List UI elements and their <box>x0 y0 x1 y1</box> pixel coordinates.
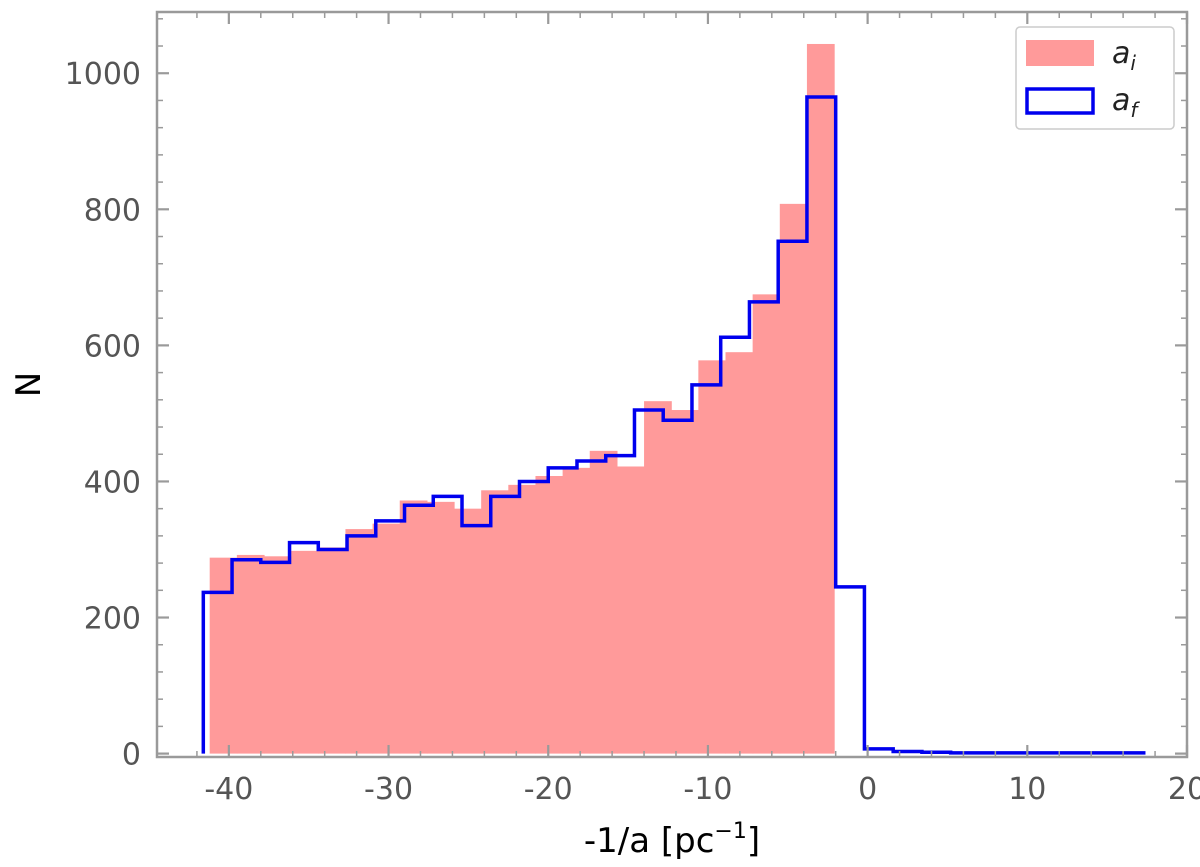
ai-bar-9 <box>454 508 482 754</box>
ai-bar-17 <box>671 410 699 754</box>
y-tick-label: 200 <box>84 602 141 637</box>
legend: ai af <box>1015 26 1175 130</box>
ai-histogram-bars <box>209 43 835 754</box>
axis-ticks <box>157 12 1189 757</box>
ai-bar-16 <box>644 401 672 754</box>
ai-bar-1 <box>236 554 265 754</box>
x-tick-label: 20 <box>1168 772 1200 807</box>
x-axis-label-close: ] <box>747 821 760 861</box>
ai-bar-14 <box>589 450 618 754</box>
ai-bar-3 <box>291 550 319 754</box>
ai-bar-11 <box>508 484 537 754</box>
ai-bar-15 <box>616 466 645 754</box>
af-step-line <box>201 95 1146 755</box>
legend-label-af: af <box>1112 83 1140 122</box>
legend-swatch-af <box>1025 87 1095 115</box>
y-tick-label: 600 <box>84 329 141 364</box>
x-tick-label: -20 <box>524 772 573 807</box>
y-tick-label: 0 <box>122 738 141 773</box>
ai-bar-18 <box>698 360 727 754</box>
y-tick-label: 800 <box>84 193 141 228</box>
ai-bar-7 <box>399 500 428 754</box>
ai-bar-19 <box>725 352 754 754</box>
x-tick-label: -10 <box>683 772 732 807</box>
y-tick-label: 400 <box>84 465 141 500</box>
legend-label-ai-base: a <box>1112 36 1130 71</box>
x-axis-label: -1/a [pc−1] <box>584 819 760 861</box>
x-tick-labels: -40 -30 -20 -10 0 10 20 <box>204 772 1200 807</box>
y-tick-labels: 0 200 400 600 800 1000 <box>65 57 141 772</box>
ai-bar-5 <box>345 529 374 754</box>
legend-label-ai-sub: i <box>1130 51 1136 75</box>
legend-label-af-sub: f <box>1130 98 1140 122</box>
ai-bar-10 <box>481 490 509 754</box>
ai-bar-12 <box>535 476 564 754</box>
ai-bar-2 <box>263 556 292 754</box>
x-tick-label: 0 <box>858 772 877 807</box>
x-tick-label: -30 <box>364 772 413 807</box>
x-tick-label: 10 <box>1008 772 1046 807</box>
legend-label-af-base: a <box>1112 83 1130 118</box>
x-axis-label-main: -1/a [pc <box>584 821 715 861</box>
x-tick-label: -40 <box>204 772 253 807</box>
ai-bar-21 <box>779 203 808 754</box>
ai-bar-4 <box>318 547 347 754</box>
ai-bar-8 <box>426 501 455 754</box>
ai-bar-20 <box>752 294 781 754</box>
plot-frame <box>155 10 1189 759</box>
ai-bar-22 <box>806 43 835 754</box>
ai-bar-13 <box>562 467 591 754</box>
x-axis-label-superscript: −1 <box>714 819 746 844</box>
plot-area <box>201 43 1146 755</box>
y-axis-label: N <box>9 372 49 397</box>
legend-label-ai: ai <box>1112 36 1136 75</box>
legend-swatch-ai <box>1026 40 1094 66</box>
ai-bar-6 <box>372 523 401 754</box>
y-tick-label: 1000 <box>65 57 141 92</box>
